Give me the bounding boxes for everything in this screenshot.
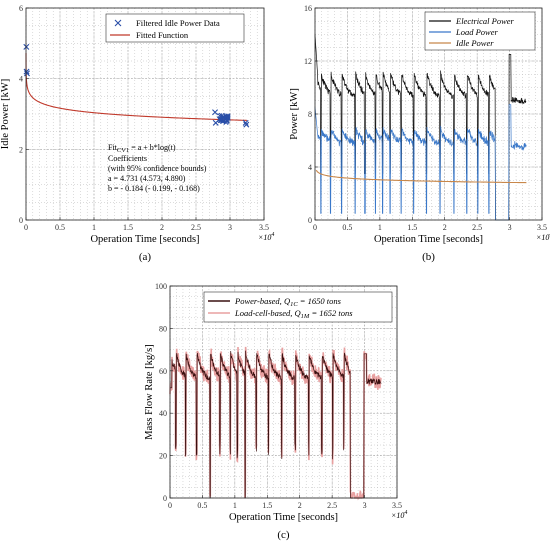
data-point xyxy=(23,68,30,75)
coefficient-line: Coefficients xyxy=(108,154,147,163)
y-tick-label: 0 xyxy=(308,216,312,225)
x-tick-label: 2 xyxy=(298,501,302,510)
y-tick-label: 16 xyxy=(304,4,312,13)
y-axis-label: Power [kW] xyxy=(289,88,300,140)
y-tick-label: 8 xyxy=(308,110,312,119)
x-tick-label: 0.5 xyxy=(197,501,207,510)
x-tick-label: 3 xyxy=(508,223,512,232)
fit-sub: CV1 xyxy=(117,147,129,154)
data-point xyxy=(242,119,249,126)
caption: (c) xyxy=(277,529,290,541)
legend-suffix: = 1652 tons xyxy=(309,308,353,318)
fit-equation: FitCV1 = a + b*log(t) xyxy=(108,143,176,154)
x-tick-label: 0 xyxy=(168,501,172,510)
x-axis-label: Operation Time [seconds] xyxy=(374,234,483,245)
x-exponent-label: ×104 xyxy=(258,231,274,242)
coefficient-line: a = 4.731 (4.573, 4.890) xyxy=(108,174,186,183)
legend-label-0: Power-based, Q1C = 1650 tons xyxy=(234,296,342,308)
y-tick-label: 20 xyxy=(159,452,167,461)
legend-label-1: Load-cell-based, Q1M = 1652 tons xyxy=(234,308,353,320)
idle-power-line xyxy=(315,169,527,184)
x-tick-label: 3.5 xyxy=(537,223,547,232)
y-tick-label: 6 xyxy=(19,4,23,13)
y-axis-label: Mass Flow Rate [kg/s] xyxy=(144,344,155,439)
x-tick-label: 2 xyxy=(160,223,164,232)
x-tick-label: 2.5 xyxy=(327,501,337,510)
load-power-line xyxy=(314,104,527,221)
caption: (a) xyxy=(139,251,152,263)
legend-box xyxy=(203,291,393,323)
y-tick-label: 2 xyxy=(19,145,23,154)
fit-suffix: = a + b*log(t) xyxy=(129,143,176,152)
power-based-line xyxy=(170,350,382,499)
y-tick-label: 4 xyxy=(19,75,23,84)
legend-box xyxy=(424,11,536,51)
y-tick-label: 60 xyxy=(159,367,167,376)
electrical-power-line xyxy=(314,34,527,221)
legend-label-2: Idle Power xyxy=(455,38,494,48)
fitted-function-line xyxy=(25,52,248,121)
data-point xyxy=(217,118,223,124)
x-tick-label: 2.5 xyxy=(191,223,201,232)
legend-sub: 1C xyxy=(290,301,298,308)
x-tick-label: 0 xyxy=(313,223,317,232)
x-tick-label: 3.5 xyxy=(392,501,402,510)
x-tick-label: 0.5 xyxy=(342,223,352,232)
x-tick-label: 1 xyxy=(92,223,96,232)
legend-suffix: = 1650 tons xyxy=(298,296,342,306)
plot-frame xyxy=(25,7,265,221)
x-tick-label: 1.5 xyxy=(262,501,272,510)
data-point xyxy=(212,109,219,116)
data-point xyxy=(217,113,223,119)
legend-label-0: Electrical Power xyxy=(455,16,515,26)
legend-label-1: Load Power xyxy=(455,27,498,37)
y-tick-label: 100 xyxy=(155,282,167,291)
y-tick-label: 4 xyxy=(308,163,312,172)
data-point xyxy=(223,113,229,119)
x-tick-label: 3.5 xyxy=(259,223,269,232)
legend-prefix: Load-cell-based, xyxy=(234,308,295,318)
x-tick-label: 3 xyxy=(228,223,232,232)
chart-a: Filtered Idle Power Data Fitted Function F… xyxy=(0,4,274,263)
y-axis-label: Idle Power [kW] xyxy=(0,79,11,150)
coefficient-line: b = - 0.184 (- 0.199, - 0.168) xyxy=(108,184,200,193)
x-tick-label: 0.5 xyxy=(55,223,65,232)
x-tick-label: 2.5 xyxy=(472,223,482,232)
x-exponent-power: 4 xyxy=(404,509,407,516)
legend-q: Q xyxy=(295,308,301,318)
x-tick-label: 0 xyxy=(24,223,28,232)
x-exponent-label: ×104 xyxy=(391,509,407,520)
y-tick-label: 12 xyxy=(304,57,312,66)
x-tick-label: 3 xyxy=(363,501,367,510)
legend-q: Q xyxy=(284,296,290,306)
y-tick-label: 0 xyxy=(163,494,167,503)
legend-prefix: Power-based, xyxy=(234,296,284,306)
chart-c: Power-based, Q1C = 1650 tonsLoad-cell-ba… xyxy=(144,282,407,541)
x-tick-label: 1.5 xyxy=(407,223,417,232)
legend-box xyxy=(105,13,245,43)
legend-sub: 1M xyxy=(301,313,310,320)
legend-label-fitted: Fitted Function xyxy=(136,30,189,40)
y-tick-label: 40 xyxy=(159,409,167,418)
data-point xyxy=(243,121,250,128)
y-tick-label: 80 xyxy=(159,324,167,333)
x-exponent-power: 4 xyxy=(271,231,274,238)
x-tick-label: 1 xyxy=(233,501,237,510)
y-tick-label: 0 xyxy=(19,216,23,225)
x-tick-label: 1 xyxy=(378,223,382,232)
x-exponent-label: ×104 xyxy=(536,231,550,242)
x-axis-label: Operation Time [seconds] xyxy=(229,512,338,523)
fit-prefix: Fit xyxy=(108,143,118,152)
caption: (b) xyxy=(422,251,435,263)
plot-frame xyxy=(169,285,398,499)
x-axis-label: Operation Time [seconds] xyxy=(90,234,199,245)
data-point xyxy=(24,70,31,77)
coefficient-line: (with 95% confidence bounds) xyxy=(108,164,207,173)
legend-marker-filtered xyxy=(114,19,122,27)
x-tick-label: 1.5 xyxy=(123,223,133,232)
x-tick-label: 2 xyxy=(443,223,447,232)
legend-label-filtered: Filtered Idle Power Data xyxy=(136,18,220,28)
